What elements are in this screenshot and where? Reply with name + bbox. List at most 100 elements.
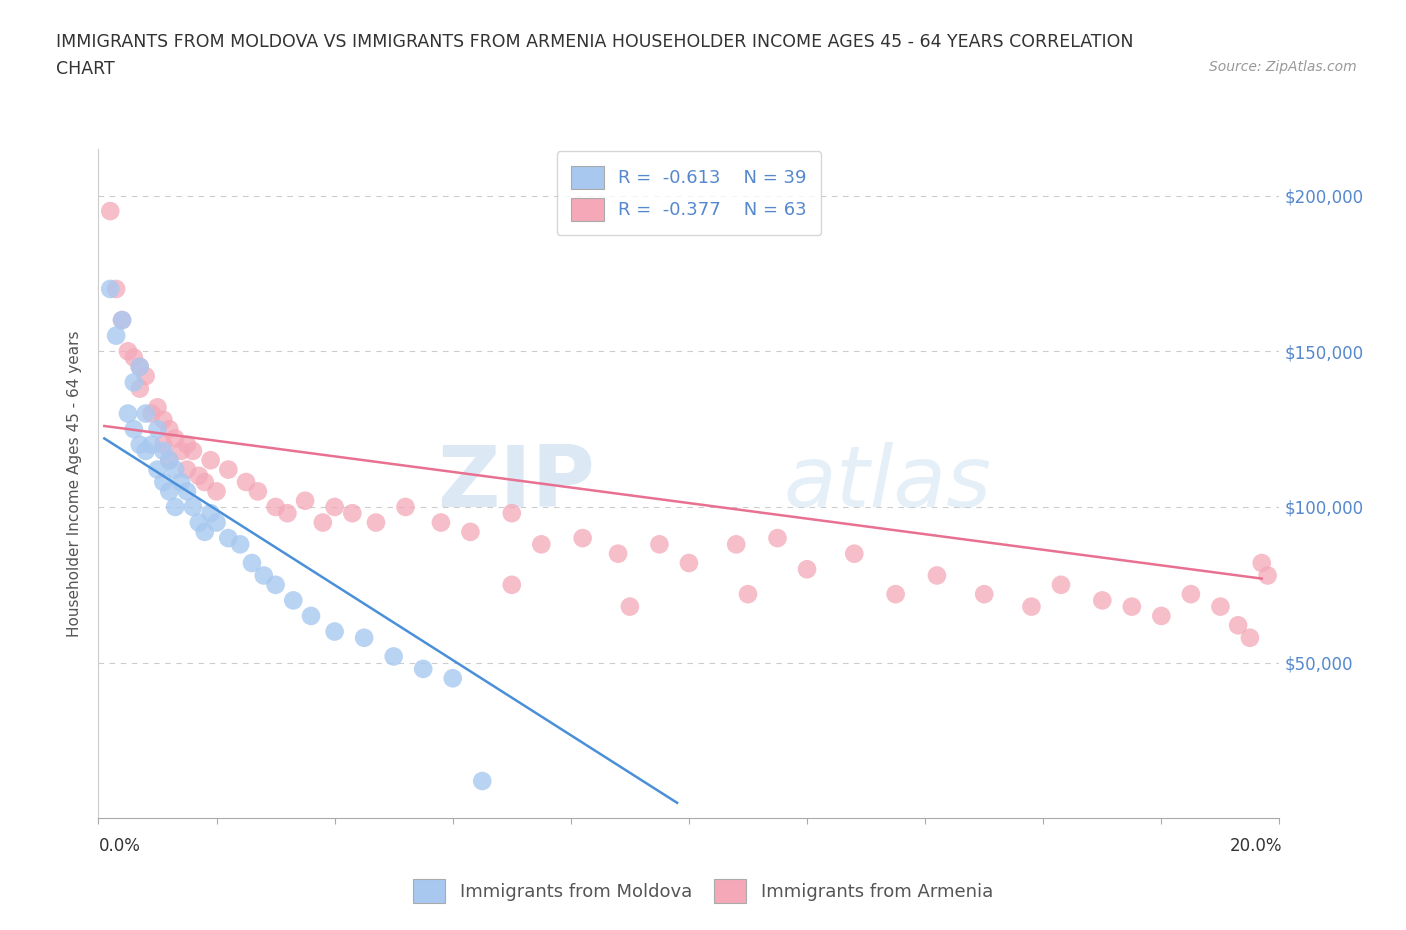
Point	[1050, 578, 1073, 592]
Point	[141, 406, 163, 421]
Point	[276, 506, 298, 521]
Point	[170, 474, 193, 489]
Point	[152, 474, 174, 489]
Text: CHART: CHART	[56, 60, 115, 78]
Point	[299, 608, 322, 623]
Point	[342, 506, 364, 521]
Point	[364, 515, 387, 530]
Point	[176, 462, 198, 477]
Point	[98, 282, 121, 297]
Point	[1091, 593, 1114, 608]
Point	[264, 499, 287, 514]
Point	[501, 578, 523, 592]
Point	[176, 484, 198, 498]
Point	[194, 525, 217, 539]
Point	[165, 499, 187, 514]
Point	[844, 546, 866, 561]
Point	[1180, 587, 1202, 602]
Point	[187, 469, 209, 484]
Point	[128, 359, 150, 374]
Point	[229, 537, 252, 551]
Point	[678, 555, 700, 570]
Point	[122, 421, 145, 436]
Point	[253, 568, 276, 583]
Point	[925, 568, 948, 583]
Point	[205, 484, 228, 498]
Point	[152, 412, 174, 427]
Y-axis label: Householder Income Ages 45 - 64 years: Householder Income Ages 45 - 64 years	[67, 330, 83, 637]
Point	[1239, 631, 1261, 645]
Point	[157, 453, 180, 468]
Point	[165, 431, 187, 445]
Point	[323, 624, 346, 639]
Point	[884, 587, 907, 602]
Point	[135, 406, 157, 421]
Point	[471, 774, 494, 789]
Point	[217, 531, 239, 546]
Point	[264, 578, 287, 592]
Point	[122, 350, 145, 365]
Point	[181, 499, 204, 514]
Point	[294, 493, 316, 508]
Point	[194, 474, 217, 489]
Point	[235, 474, 257, 489]
Point	[353, 631, 375, 645]
Point	[973, 587, 995, 602]
Point	[1150, 608, 1173, 623]
Legend: R =  -0.613    N = 39, R =  -0.377    N = 63: R = -0.613 N = 39, R = -0.377 N = 63	[557, 152, 821, 235]
Point	[571, 531, 593, 546]
Point	[146, 462, 169, 477]
Point	[246, 484, 269, 498]
Point	[217, 462, 239, 477]
Point	[181, 444, 204, 458]
Point	[135, 368, 157, 383]
Text: Source: ZipAtlas.com: Source: ZipAtlas.com	[1209, 60, 1357, 74]
Point	[105, 282, 128, 297]
Point	[128, 437, 150, 452]
Point	[382, 649, 405, 664]
Point	[394, 499, 416, 514]
Point	[283, 593, 305, 608]
Point	[1227, 618, 1250, 632]
Point	[619, 599, 641, 614]
Point	[1250, 555, 1272, 570]
Point	[725, 537, 748, 551]
Point	[460, 525, 482, 539]
Point	[205, 515, 228, 530]
Point	[146, 400, 169, 415]
Point	[240, 555, 263, 570]
Point	[128, 381, 150, 396]
Point	[141, 437, 163, 452]
Point	[1021, 599, 1043, 614]
Legend: Immigrants from Moldova, Immigrants from Armenia: Immigrants from Moldova, Immigrants from…	[404, 870, 1002, 911]
Point	[146, 421, 169, 436]
Point	[135, 444, 157, 458]
Point	[157, 453, 180, 468]
Text: IMMIGRANTS FROM MOLDOVA VS IMMIGRANTS FROM ARMENIA HOUSEHOLDER INCOME AGES 45 - : IMMIGRANTS FROM MOLDOVA VS IMMIGRANTS FR…	[56, 33, 1133, 50]
Text: atlas: atlas	[783, 442, 991, 525]
Text: 20.0%: 20.0%	[1230, 837, 1282, 855]
Point	[165, 462, 187, 477]
Point	[176, 437, 198, 452]
Point	[187, 515, 209, 530]
Point	[157, 421, 180, 436]
Point	[441, 671, 464, 685]
Point	[312, 515, 335, 530]
Point	[122, 375, 145, 390]
Point	[117, 406, 139, 421]
Point	[152, 437, 174, 452]
Text: 0.0%: 0.0%	[98, 837, 141, 855]
Point	[98, 204, 121, 219]
Point	[737, 587, 759, 602]
Point	[128, 359, 150, 374]
Point	[1121, 599, 1143, 614]
Point	[200, 453, 222, 468]
Point	[412, 661, 434, 676]
Point	[607, 546, 630, 561]
Point	[766, 531, 789, 546]
Point	[152, 444, 174, 458]
Point	[430, 515, 453, 530]
Point	[111, 312, 134, 327]
Text: ZIP: ZIP	[437, 442, 595, 525]
Point	[111, 312, 134, 327]
